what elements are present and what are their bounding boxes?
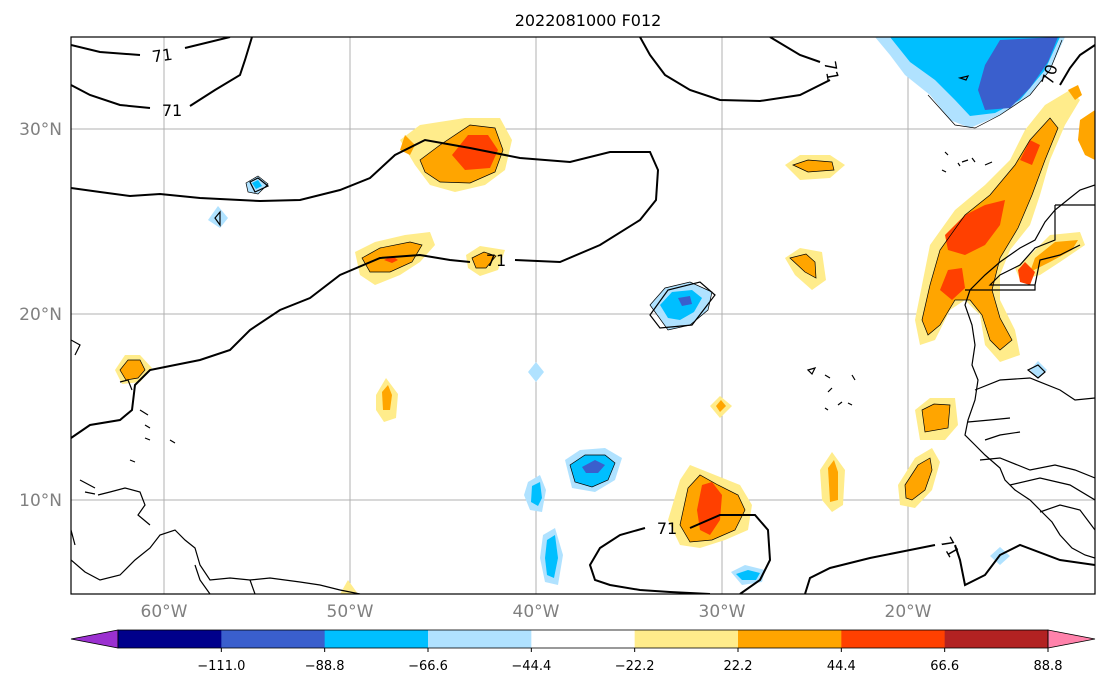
patch-37w11n-blue bbox=[582, 460, 605, 473]
colorbar-segment bbox=[738, 630, 842, 648]
patch-19w14n-orange bbox=[922, 404, 950, 432]
contour-label-3: 71 bbox=[486, 251, 506, 270]
colorbar-label: −111.0 bbox=[197, 659, 245, 674]
patch-33w20n-blue bbox=[678, 296, 692, 306]
lon-label-50w: 50°W bbox=[327, 602, 374, 622]
contour-label-1: 71 bbox=[151, 45, 174, 67]
map-title: 2022081000 F012 bbox=[515, 11, 662, 30]
colorbar-extend-min bbox=[70, 629, 119, 649]
lon-label-20w: 20°W bbox=[885, 602, 932, 622]
contour-label-2: 71 bbox=[162, 101, 182, 120]
lat-label-10n: 10°N bbox=[19, 491, 62, 511]
patch-ne-blue bbox=[978, 37, 1058, 110]
patch-13w22n-red bbox=[1018, 262, 1035, 285]
contour-labels: 71 71 71 71 70 71 71 bbox=[151, 45, 1062, 561]
lon-label-60w: 60°W bbox=[141, 602, 188, 622]
patch-nw-africa-red1 bbox=[945, 200, 1005, 255]
colorbar-labels: −111.0 −88.8 −66.6 −44.4 −22.2 22.2 44.4 66.6 88… bbox=[197, 648, 1063, 674]
patch-61w17n-orange bbox=[120, 360, 145, 380]
patch-ne-edge-orange bbox=[1078, 110, 1095, 160]
contour-label-5: 70 bbox=[1038, 62, 1062, 87]
lat-axis: 30°N 20°N 10°N bbox=[19, 120, 62, 511]
lat-label-30n: 30°N bbox=[19, 120, 62, 140]
patch-40w17n-light bbox=[528, 362, 544, 382]
isolines bbox=[71, 37, 1095, 594]
colorbar-label: 44.4 bbox=[827, 659, 856, 674]
colorbar-label: 66.6 bbox=[930, 659, 959, 674]
africa-borders-north bbox=[965, 204, 1095, 291]
colorbar-label: 22.2 bbox=[724, 659, 753, 674]
patch-outlines bbox=[119, 39, 1063, 543]
isoline-top-left bbox=[71, 37, 231, 56]
coastlines bbox=[71, 75, 1095, 594]
patch-33w20n-cyan bbox=[660, 290, 702, 320]
colorbar-label: −22.2 bbox=[615, 659, 655, 674]
lon-axis: 60°W 50°W 40°W 30°W 20°W bbox=[141, 602, 932, 622]
colorbar-segment bbox=[531, 630, 636, 648]
colorbar bbox=[70, 629, 1096, 649]
patch-55w27n-cyan bbox=[252, 180, 262, 189]
patch-24w11n-orange bbox=[828, 460, 838, 502]
isoline-south-east bbox=[804, 543, 1095, 594]
contour-label-6: 71 bbox=[657, 519, 677, 538]
patch-40w10n-cyan bbox=[531, 482, 542, 506]
azores bbox=[957, 75, 970, 81]
colorbar-segment bbox=[428, 630, 532, 648]
colorbar-segment bbox=[841, 630, 946, 648]
positive-anomaly-patches bbox=[115, 85, 1095, 594]
south-america-coast bbox=[71, 529, 361, 594]
caribbean-south bbox=[71, 479, 151, 546]
patch-30w15n-orange bbox=[716, 400, 726, 412]
patch-20w10n-orange bbox=[905, 458, 932, 500]
patch-ne-small-orange bbox=[1068, 85, 1082, 100]
patch-43w28n-red bbox=[452, 135, 498, 170]
isoline-central bbox=[71, 138, 660, 439]
colorbar-label: −44.4 bbox=[511, 659, 551, 674]
lat-label-20n: 20°N bbox=[19, 305, 62, 325]
patch-25w28n-orange bbox=[793, 160, 834, 172]
colorbar-segment bbox=[634, 630, 739, 648]
colorbar-segment bbox=[944, 630, 1049, 648]
canary-islands bbox=[941, 151, 993, 173]
colorbar-segment bbox=[118, 630, 222, 648]
contour-13w17n bbox=[1026, 364, 1046, 379]
colorbar-segment bbox=[324, 630, 429, 648]
lon-label-40w: 40°W bbox=[513, 602, 560, 622]
contour-label-4: 71 bbox=[820, 59, 842, 82]
patch-49w15n-orange bbox=[382, 385, 392, 410]
colorbar-label: −88.8 bbox=[305, 659, 345, 674]
colorbar-label: 88.8 bbox=[1034, 659, 1063, 674]
lon-label-30w: 30°W bbox=[699, 602, 746, 622]
isoline-south-center bbox=[588, 514, 772, 594]
cape-verde bbox=[806, 367, 856, 411]
contour-blue-33w bbox=[649, 281, 716, 329]
patch-nw-africa-red3 bbox=[1020, 140, 1040, 165]
map-content bbox=[71, 37, 1095, 594]
map-frame bbox=[70, 36, 1096, 595]
colorbar-label: −66.6 bbox=[408, 659, 448, 674]
patch-57w25n-light bbox=[208, 206, 228, 228]
patch-25w23n-orange bbox=[790, 254, 816, 278]
patch-nw-africa-red2 bbox=[940, 268, 965, 300]
isoline-ne-70 bbox=[1059, 44, 1095, 86]
isoline-top-center bbox=[639, 37, 831, 103]
patch-42w23n-orange bbox=[472, 252, 496, 268]
patch-29w6n-cyan bbox=[736, 570, 760, 580]
colorbar-extend-max bbox=[1047, 629, 1096, 649]
isoline-left-2 bbox=[71, 37, 253, 109]
patch-39w6n-cyan bbox=[545, 535, 558, 578]
colorbar-frame bbox=[117, 629, 1049, 649]
colorbar-segment bbox=[221, 630, 326, 648]
negative-anomaly-patches bbox=[208, 37, 1065, 585]
caribbean-islands bbox=[71, 339, 176, 463]
small-contours-west bbox=[214, 177, 270, 227]
south-america-borders bbox=[194, 564, 256, 594]
africa-borders-west bbox=[967, 377, 1095, 531]
